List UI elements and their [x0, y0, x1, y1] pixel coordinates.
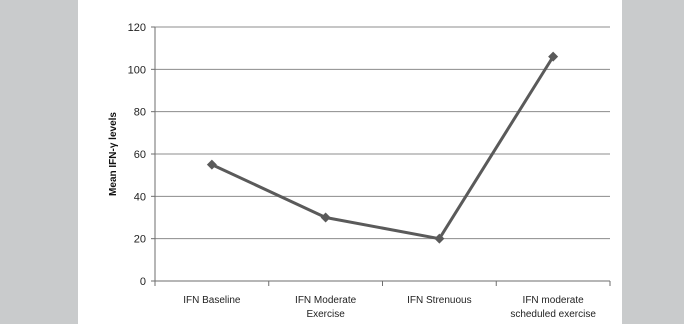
data-point-3: [548, 51, 559, 62]
series-line: [211, 55, 555, 241]
x-tick-label: IFN Moderate Exercise: [295, 295, 357, 320]
y-tick-label: 120: [128, 22, 146, 34]
y-tick-label: 60: [134, 149, 146, 161]
x-tick-label: IFN Strenuous: [407, 295, 471, 306]
x-tick-label: IFN Baseline: [183, 295, 241, 306]
y-tick-label: 0: [140, 276, 146, 288]
x-tick-label: IFN moderate scheduled exercise: [510, 295, 596, 320]
y-tick-label: 20: [134, 234, 146, 246]
y-axis-label: Mean IFN-γ levels: [108, 112, 119, 196]
y-tick-label: 80: [134, 107, 146, 119]
data-point-1: [320, 212, 331, 223]
y-tick-label: 100: [128, 64, 146, 76]
data-point-0: [206, 159, 217, 170]
data-point-2: [434, 233, 445, 244]
chart-frame: [78, 0, 622, 324]
y-tick-label: 40: [134, 191, 146, 203]
